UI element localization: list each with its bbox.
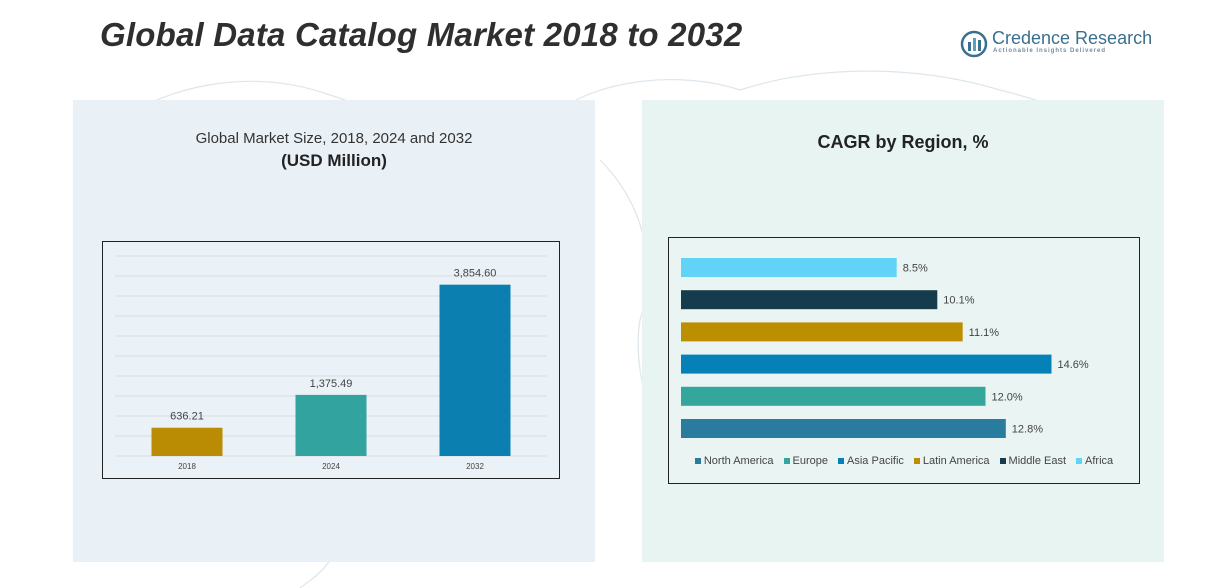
bar-asia-pacific — [681, 354, 1052, 374]
cagr-horizontal-bar-chart: 8.5% 10.1% 11.1% 14.6% 12.0% 12.8% — [681, 258, 1089, 438]
legend-swatch — [999, 458, 1006, 464]
legend-item: Latin America — [913, 455, 990, 467]
market-size-panel: Global Market Size, 2018, 2024 and 2032 … — [73, 100, 595, 562]
legend-swatch — [913, 458, 920, 464]
bar-value-label: 10.1% — [943, 295, 974, 307]
market-size-bar-chart: 636.21 2018 1,375.49 2024 3,854.60 2032 — [115, 255, 547, 471]
bar-value-label: 12.8% — [1012, 424, 1043, 436]
legend-label: North America — [703, 455, 774, 467]
bar-africa — [681, 258, 897, 277]
bar-chart-icon — [960, 30, 988, 58]
cagr-legend: North America Europe Asia Pacific Latin Ame… — [669, 455, 1139, 467]
bar-value-label: 1,375.49 — [310, 378, 353, 390]
x-tick-label: 2024 — [322, 462, 340, 471]
legend-item: Europe — [783, 455, 829, 467]
logo-name: Credence Research — [992, 28, 1153, 48]
legend-swatch — [694, 458, 701, 464]
legend-label: Europe — [792, 455, 829, 467]
brand-logo[interactable]: Credence Research Actionable Insights De… — [960, 28, 1160, 60]
x-tick-label: 2018 — [178, 462, 196, 471]
legend-swatch — [783, 458, 790, 464]
legend-label: Middle East — [1008, 455, 1067, 467]
bar-value-label: 3,854.60 — [454, 268, 497, 280]
market-size-subtitle: Global Market Size, 2018, 2024 and 2032 — [195, 130, 473, 147]
legend-item: Middle East — [999, 455, 1067, 467]
legend-label: Africa — [1085, 455, 1114, 467]
legend-item: Asia Pacific — [838, 455, 904, 467]
bar-value-label: 14.6% — [1057, 359, 1088, 371]
market-size-chart-frame: 636.21 2018 1,375.49 2024 3,854.60 2032 — [102, 241, 560, 479]
market-size-unit: (USD Million) — [281, 151, 387, 170]
legend-swatch — [838, 458, 845, 464]
bar-value-label: 11.1% — [969, 327, 1000, 339]
bar-value-label: 12.0% — [992, 391, 1023, 403]
page-title: Global Data Catalog Market 2018 to 2032 — [100, 16, 743, 53]
legend-label: Latin America — [922, 455, 990, 467]
bar-middle-east — [681, 290, 938, 310]
x-tick-label: 2032 — [466, 462, 484, 471]
bar-north-america — [681, 419, 1006, 438]
legend-item: North America — [694, 455, 774, 467]
bar-value-label: 636.21 — [170, 411, 204, 423]
bar-latin-america — [681, 322, 963, 342]
legend-swatch — [1076, 458, 1083, 464]
legend-item: Africa — [1076, 455, 1113, 467]
logo-tagline: Actionable Insights Delivered — [993, 48, 1107, 54]
cagr-title: CAGR by Region, % — [817, 132, 989, 152]
cagr-chart-frame: 8.5% 10.1% 11.1% 14.6% 12.0% 12.8% North Amer… — [668, 237, 1140, 484]
cagr-panel: CAGR by Region, % 8.5% 10.1% 11.1% 14.6% 12.… — [642, 100, 1164, 562]
bar-europe — [681, 386, 986, 406]
legend-label: Asia Pacific — [847, 455, 904, 467]
bar-2018 — [151, 427, 223, 456]
bar-2024 — [295, 394, 367, 456]
bar-value-label: 8.5% — [903, 263, 928, 275]
bar-2032 — [439, 284, 511, 456]
